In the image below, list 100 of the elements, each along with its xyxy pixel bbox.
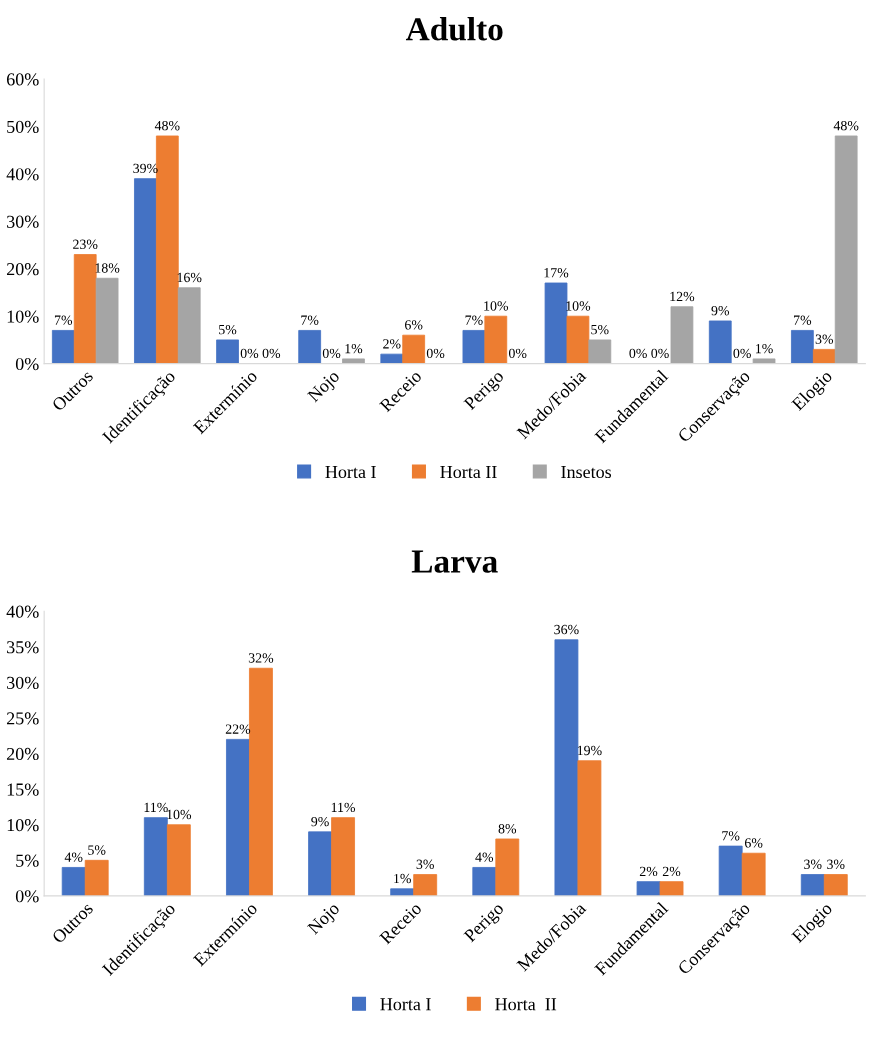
data-label: 2%: [639, 866, 658, 877]
data-label: 3%: [827, 859, 845, 869]
y-tick-label: 30%: [7, 215, 39, 228]
y-tick-label: 35%: [7, 641, 39, 654]
y-tick-label: 10%: [7, 819, 39, 832]
bar: [544, 282, 568, 364]
data-label: 7%: [794, 315, 812, 325]
data-label: 11%: [144, 802, 168, 813]
data-label: 3%: [815, 334, 834, 344]
data-label: 0%: [651, 348, 669, 359]
bar: [95, 277, 119, 364]
bar: [413, 874, 438, 896]
data-label: 48%: [833, 120, 859, 131]
data-label: 10%: [484, 301, 509, 311]
bar: [741, 852, 766, 896]
data-label: 32%: [248, 653, 274, 663]
bar: [636, 881, 661, 896]
bar: [834, 135, 858, 364]
legend-label: Horta II: [440, 466, 497, 479]
data-label: 7%: [301, 315, 319, 325]
bar: [331, 817, 355, 896]
data-label: 4%: [475, 852, 494, 862]
data-label: 36%: [554, 624, 579, 635]
bar: [61, 867, 86, 896]
data-label: 11%: [331, 802, 356, 813]
data-label: 9%: [711, 305, 730, 316]
data-label: 3%: [804, 859, 822, 869]
data-label: 6%: [745, 838, 763, 848]
data-label: 9%: [311, 816, 329, 827]
bar: [390, 888, 415, 896]
data-label: 5%: [219, 324, 237, 335]
bar: [226, 738, 250, 896]
y-tick-label: 10%: [7, 310, 39, 323]
data-label: 48%: [154, 120, 180, 131]
data-label: 23%: [73, 239, 98, 249]
bar: [249, 667, 273, 896]
bar: [51, 330, 75, 364]
y-tick-label: 0%: [15, 357, 39, 371]
data-label: 7%: [465, 315, 483, 325]
legend-label: Insetos: [561, 466, 612, 479]
data-label: 3%: [416, 859, 434, 869]
bar: [342, 358, 365, 364]
bar: [791, 330, 814, 364]
bar: [800, 874, 825, 896]
data-label: 1%: [394, 873, 411, 884]
data-label: 0%: [733, 348, 751, 359]
bar: [588, 339, 612, 364]
y-tick-label: 20%: [6, 747, 39, 761]
data-label: 0%: [629, 348, 647, 359]
legend-label: Horta I: [380, 998, 431, 1011]
data-label: 0%: [240, 348, 259, 359]
data-label: 18%: [95, 263, 120, 273]
bar: [134, 178, 157, 364]
data-label: 19%: [577, 745, 602, 756]
bar: [177, 287, 201, 364]
y-tick-label: 20%: [6, 263, 39, 276]
x-tick-label: Nojo: [306, 901, 343, 938]
bar: [484, 315, 508, 364]
data-label: 7%: [722, 831, 740, 841]
bar: [462, 330, 486, 364]
bar: [577, 760, 602, 896]
y-tick-label: 50%: [7, 120, 39, 133]
bar: [472, 867, 497, 896]
chart-title: Larva: [411, 550, 498, 573]
y-tick-label: 40%: [6, 605, 39, 618]
y-tick-label: 25%: [6, 712, 39, 725]
y-tick-label: 60%: [6, 73, 39, 86]
bar: [298, 330, 322, 364]
bar: [554, 639, 579, 896]
chart-title: Adulto: [405, 17, 503, 41]
data-label: 0%: [322, 348, 341, 359]
bar: [718, 845, 743, 896]
legend-label: Horta II: [495, 998, 557, 1011]
bar: [380, 353, 404, 364]
y-tick-label: 5%: [16, 854, 39, 867]
y-tick-label: 15%: [7, 783, 39, 796]
data-label: 5%: [591, 324, 609, 335]
data-label: 0%: [262, 348, 281, 359]
bar: [708, 320, 732, 364]
data-label: 6%: [405, 320, 423, 330]
data-label: 5%: [88, 845, 106, 855]
y-tick-label: 40%: [6, 168, 39, 181]
data-label: 2%: [662, 866, 681, 877]
y-tick-label: 30%: [7, 676, 39, 689]
x-tick-label: Nojo: [306, 369, 343, 406]
bar: [73, 254, 97, 364]
legend-label: Horta I: [325, 466, 376, 479]
data-label: 8%: [498, 824, 517, 834]
bar: [823, 874, 848, 896]
bar: [216, 339, 239, 364]
data-label: 4%: [64, 852, 83, 862]
bar: [308, 831, 332, 896]
y-tick-label: 0%: [15, 890, 39, 903]
bar: [752, 358, 776, 364]
bar: [84, 859, 109, 896]
bar: [402, 334, 426, 364]
bar: [566, 315, 590, 364]
bar: [495, 838, 520, 896]
data-label: 7%: [54, 315, 73, 325]
data-label: 2%: [383, 339, 401, 349]
